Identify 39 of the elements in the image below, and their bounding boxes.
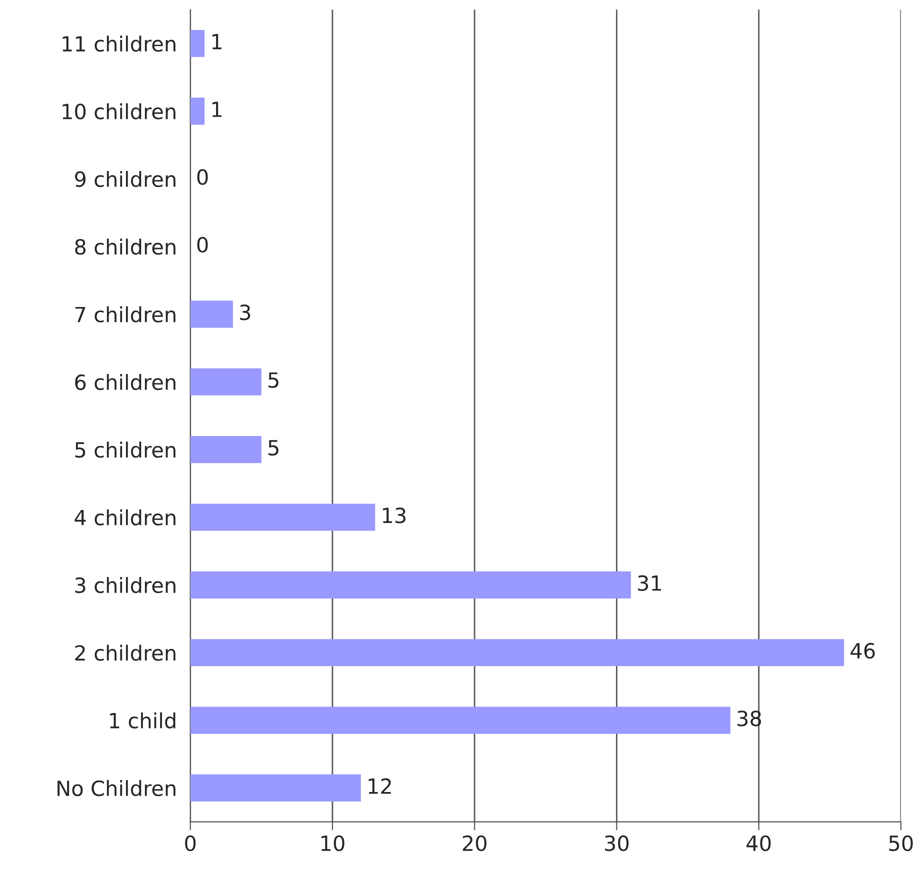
- data-label: 1: [212, 34, 222, 50]
- y-tick-label: 6 children: [75, 374, 176, 390]
- y-tick-label: 8 children: [75, 238, 176, 255]
- data-label: 31: [638, 575, 662, 591]
- bar: [190, 639, 844, 666]
- data-label: 0: [197, 169, 208, 185]
- data-label: 5: [268, 440, 278, 456]
- y-tick-label: 4 children: [74, 509, 176, 526]
- bar: [190, 706, 730, 734]
- bar: [190, 30, 205, 58]
- y-tick-label: 5 children: [75, 442, 176, 458]
- data-label: 5: [268, 372, 278, 388]
- x-tick-label: 20: [462, 835, 486, 852]
- bar: [190, 571, 631, 598]
- data-label: 46: [850, 642, 875, 659]
- y-tick-label: 1 child: [110, 712, 176, 728]
- x-tick-label: 30: [605, 835, 629, 852]
- bar: [190, 436, 262, 464]
- bar: [190, 504, 376, 531]
- y-tick-label: No Children: [58, 780, 176, 796]
- y-tick-label: 2 children: [75, 644, 176, 661]
- x-tick-label: 10: [321, 835, 344, 852]
- y-tick-label: 3 children: [75, 577, 176, 594]
- data-label: 3: [240, 304, 250, 320]
- y-tick-label: 10 children: [62, 103, 176, 120]
- data-label: 12: [368, 778, 391, 794]
- x-tick-label: 50: [889, 835, 913, 852]
- bar: [190, 774, 361, 802]
- x-tick-label: 40: [746, 835, 771, 852]
- y-tick-label: 11 children: [62, 36, 176, 52]
- data-label: 0: [197, 236, 208, 253]
- bar: [190, 300, 233, 328]
- y-tick-label: 7 children: [75, 306, 176, 322]
- data-label: 1: [212, 102, 222, 117]
- data-label: 13: [382, 508, 406, 524]
- bar: [190, 368, 262, 396]
- bar: [190, 98, 205, 125]
- x-tick-label: 0: [185, 835, 196, 852]
- y-tick-label: 9 children: [75, 170, 176, 188]
